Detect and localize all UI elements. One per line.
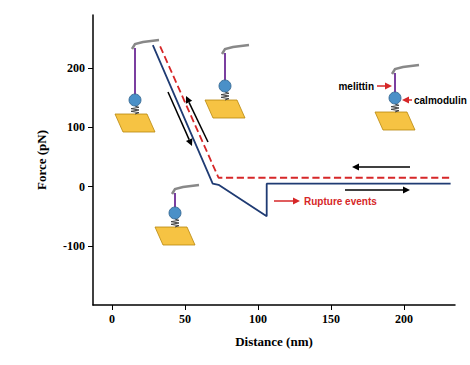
svg-text:-100: -100 bbox=[63, 239, 85, 253]
svg-text:Rupture events: Rupture events bbox=[304, 196, 377, 207]
svg-text:0: 0 bbox=[79, 180, 85, 194]
svg-text:0: 0 bbox=[109, 312, 115, 326]
svg-text:melittin: melittin bbox=[338, 81, 374, 92]
svg-text:100: 100 bbox=[249, 312, 267, 326]
svg-text:150: 150 bbox=[322, 312, 340, 326]
svg-text:100: 100 bbox=[67, 120, 85, 134]
svg-text:calmodulin: calmodulin bbox=[414, 95, 467, 106]
svg-text:200: 200 bbox=[395, 312, 413, 326]
svg-text:200: 200 bbox=[67, 61, 85, 75]
svg-text:Distance (nm): Distance (nm) bbox=[235, 334, 313, 349]
svg-text:Force (pN): Force (pN) bbox=[34, 130, 49, 190]
svg-text:50: 50 bbox=[179, 312, 191, 326]
